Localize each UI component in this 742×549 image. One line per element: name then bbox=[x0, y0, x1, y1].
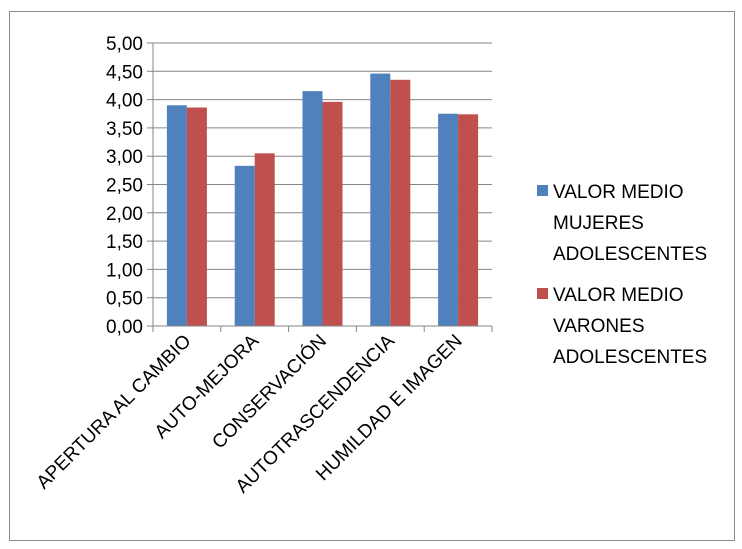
bar bbox=[370, 73, 391, 326]
legend-swatch bbox=[537, 185, 548, 196]
bars bbox=[166, 73, 479, 326]
bar bbox=[438, 113, 459, 326]
y-tick-label: 2,00 bbox=[106, 204, 143, 225]
legend-label: VALOR MEDIO bbox=[553, 285, 684, 306]
bar bbox=[186, 107, 207, 326]
y-tick-label: 4,00 bbox=[106, 91, 143, 112]
legend-swatch bbox=[537, 288, 548, 299]
bar bbox=[458, 114, 479, 326]
bar-chart: 0,00 0,50 1,00 1,50 2,00 2,50 3,00 3,50 4,00 4,50… bbox=[33, 34, 707, 498]
y-tick-label: 0,50 bbox=[106, 289, 143, 310]
y-tick-label: 5,00 bbox=[106, 34, 143, 55]
legend-label: MUJERES bbox=[553, 213, 644, 234]
y-axis-tick-labels: 0,00 0,50 1,00 1,50 2,00 2,50 3,00 3,50 4,00 4,50… bbox=[106, 34, 143, 338]
bar bbox=[254, 153, 275, 326]
bar bbox=[322, 101, 343, 326]
axes bbox=[152, 43, 493, 332]
legend: VALOR MEDIO MUJERES ADOLESCENTES VALOR MEDI… bbox=[537, 182, 707, 368]
bar bbox=[166, 105, 187, 326]
y-tick-label: 0,00 bbox=[106, 317, 143, 338]
y-tick-label: 3,00 bbox=[106, 147, 143, 168]
legend-label: VALOR MEDIO bbox=[553, 182, 684, 203]
y-tick-label: 3,50 bbox=[106, 119, 143, 140]
legend-label: ADOLESCENTES bbox=[553, 347, 707, 368]
x-category-label: CONSERVACIÓN bbox=[208, 330, 331, 453]
legend-label: VARONES bbox=[553, 316, 645, 337]
chart-area: 0,00 0,50 1,00 1,50 2,00 2,50 3,00 3,50 4,00 4,50… bbox=[9, 11, 735, 541]
y-tick-label: 1,00 bbox=[106, 260, 143, 281]
bar bbox=[390, 79, 411, 326]
y-tick-label: 1,50 bbox=[106, 232, 143, 253]
y-tick-label: 2,50 bbox=[106, 176, 143, 197]
bar bbox=[234, 165, 255, 326]
x-axis-category-labels: APERTURA AL CAMBIOAUTO-MEJORACONSERVACIÓ… bbox=[33, 330, 467, 498]
y-tick-label: 4,50 bbox=[106, 62, 143, 83]
bar bbox=[302, 91, 323, 326]
legend-label: ADOLESCENTES bbox=[553, 244, 707, 265]
